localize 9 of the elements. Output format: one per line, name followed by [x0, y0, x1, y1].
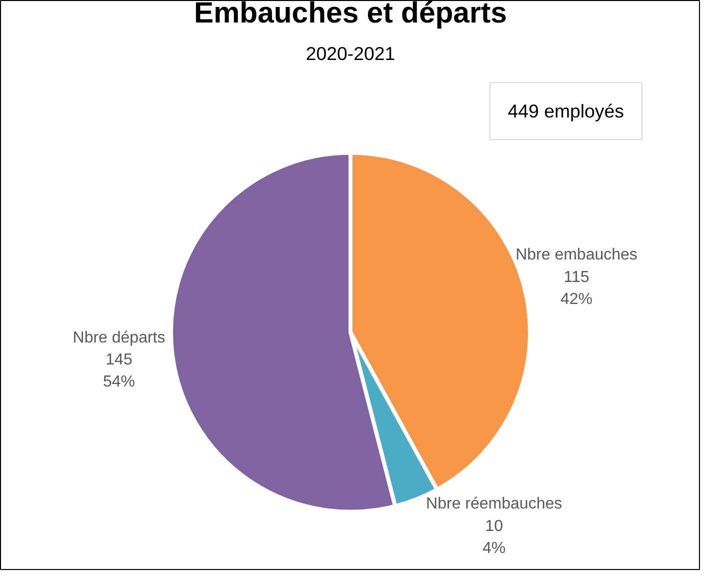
data-label: 145 54% [102, 352, 136, 391]
chart-subtitle: 2020-2021 [306, 43, 396, 64]
slice-label: Nbre réembauches [426, 496, 562, 513]
data-label: 115 42% [560, 268, 593, 308]
data-label: 10 4% [482, 518, 506, 557]
text: 449 employés [508, 100, 624, 122]
slice-label: Nbre départs [72, 329, 166, 346]
slice-label: Nbre embauches [516, 246, 638, 264]
chart-title: Embauches et départs [194, 0, 507, 30]
